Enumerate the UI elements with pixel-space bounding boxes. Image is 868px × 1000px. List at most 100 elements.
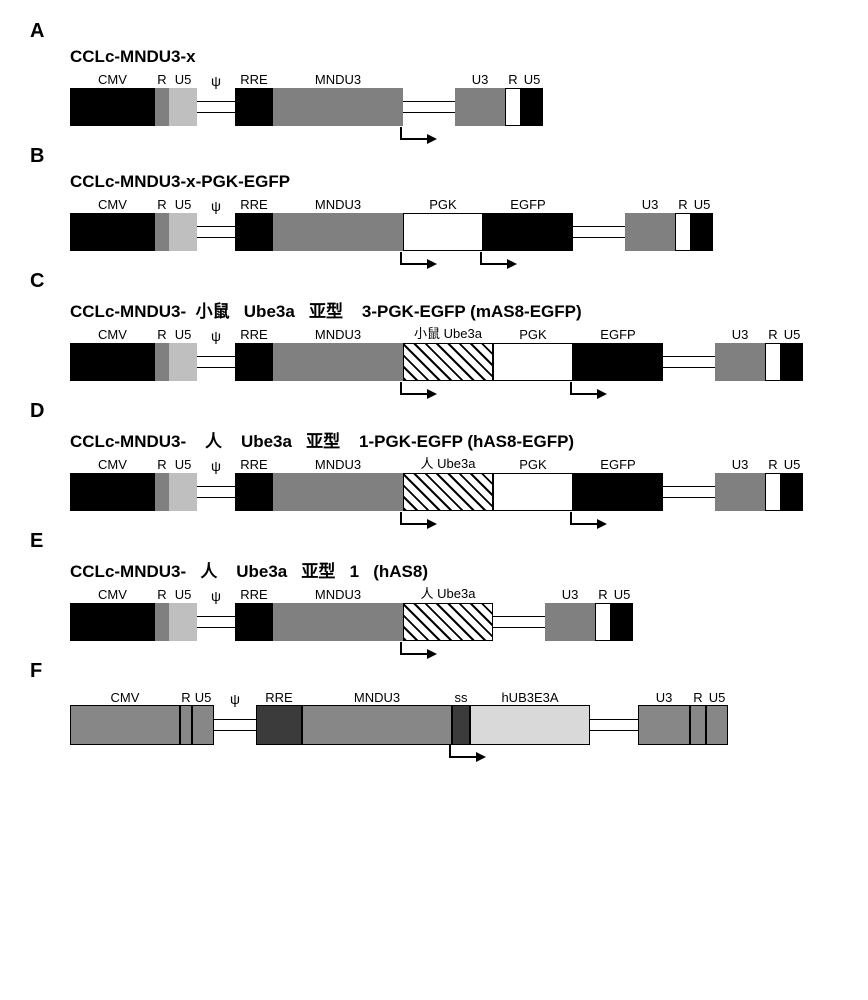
block-label: U5 xyxy=(611,587,633,602)
block-PGK xyxy=(493,343,573,381)
block-人 Ube3a xyxy=(403,473,493,511)
labels-row: CMVRU5RREMNDU3小鼠 Ube3aPGKEGFPU3RU5 xyxy=(70,324,838,342)
block-EGFP xyxy=(573,473,663,511)
block-U3 xyxy=(638,705,690,745)
block-CMV xyxy=(70,343,155,381)
construct-title: CCLc-MNDU3- 人 Ube3a 亚型 1 (hAS8) xyxy=(70,557,838,582)
construct: CMVRU5RREMNDU3人 Ube3aU3RU5ψ xyxy=(70,584,838,642)
panel-B: BCCLc-MNDU3-x-PGK-EGFPCMVRU5RREMNDU3PGKE… xyxy=(30,145,838,252)
block-U3 xyxy=(625,213,675,251)
block-label: PGK xyxy=(493,457,573,472)
block-EGFP xyxy=(573,343,663,381)
construct-title: CCLc-MNDU3-x xyxy=(70,47,838,67)
block-label: MNDU3 xyxy=(302,690,452,705)
block-label: U3 xyxy=(715,457,765,472)
transcription-arrow-icon xyxy=(397,127,437,143)
psi-symbol: ψ xyxy=(197,588,235,604)
labels-row: CMVRU5RREMNDU3U3RU5 xyxy=(70,69,838,87)
panel-C: CCCLc-MNDU3- 小鼠 Ube3a 亚型 3-PGK-EGFP (mAS… xyxy=(30,270,838,382)
block-label: RRE xyxy=(235,72,273,87)
block-EGFP xyxy=(483,213,573,251)
block-U3 xyxy=(545,603,595,641)
transcription-arrow-icon xyxy=(446,745,486,761)
psi-symbol: ψ xyxy=(197,198,235,214)
block-label: R xyxy=(690,690,706,705)
block-label: R xyxy=(765,457,781,472)
construct-title: CCLc-MNDU3- 人 Ube3a 亚型 1-PGK-EGFP (hAS8-… xyxy=(70,427,838,452)
block-label: MNDU3 xyxy=(273,327,403,342)
block-PGK xyxy=(493,473,573,511)
block-label: R xyxy=(595,587,611,602)
block-connector xyxy=(663,486,715,498)
block-RRE xyxy=(256,705,302,745)
transcription-arrow-icon xyxy=(397,642,437,658)
block-connector xyxy=(590,719,638,731)
block-RRE xyxy=(235,88,273,126)
block-connector xyxy=(197,356,235,368)
block-U5 xyxy=(781,473,803,511)
block-R xyxy=(155,603,169,641)
block-label: U3 xyxy=(638,690,690,705)
block-label: U3 xyxy=(455,72,505,87)
block-label: U5 xyxy=(169,197,197,212)
block-label: R xyxy=(675,197,691,212)
construct: CMVRU5RREMNDU3人 Ube3aPGKEGFPU3RU5ψ xyxy=(70,454,838,512)
boxes-row: ψ xyxy=(70,212,838,252)
block-RRE xyxy=(235,603,273,641)
block-connector xyxy=(214,719,256,731)
block-人 Ube3a xyxy=(403,603,493,641)
block-label: U5 xyxy=(706,690,728,705)
block-label: U5 xyxy=(781,457,803,472)
block-U5 xyxy=(169,213,197,251)
transcription-arrow-icon xyxy=(397,512,437,528)
block-label: R xyxy=(155,72,169,87)
block-label: RRE xyxy=(235,197,273,212)
block-label: R xyxy=(155,457,169,472)
block-label: U5 xyxy=(192,690,214,705)
block-label: U5 xyxy=(781,327,803,342)
panel-letter: D xyxy=(30,400,838,423)
block-label: R xyxy=(505,72,521,87)
block-ss xyxy=(452,705,470,745)
block-label: RRE xyxy=(256,690,302,705)
block-R xyxy=(675,213,691,251)
panel-A: ACCLc-MNDU3-xCMVRU5RREMNDU3U3RU5ψ xyxy=(30,20,838,127)
block-label: CMV xyxy=(70,327,155,342)
transcription-arrow-icon xyxy=(397,252,437,268)
block-R xyxy=(155,473,169,511)
block-U5 xyxy=(169,603,197,641)
psi-symbol: ψ xyxy=(197,73,235,89)
block-R xyxy=(595,603,611,641)
block-label: EGFP xyxy=(573,327,663,342)
block-label: CMV xyxy=(70,457,155,472)
block-U3 xyxy=(455,88,505,126)
labels-row: CMVRU5RREMNDU3sshUB3E3AU3RU5 xyxy=(70,687,838,705)
block-connector xyxy=(663,356,715,368)
block-connector xyxy=(403,101,455,113)
block-R xyxy=(180,705,192,745)
block-connector xyxy=(493,616,545,628)
block-U5 xyxy=(169,88,197,126)
block-connector xyxy=(197,616,235,628)
boxes-row: ψ xyxy=(70,705,838,745)
block-U5 xyxy=(169,343,197,381)
panel-letter: B xyxy=(30,145,838,168)
block-label: U5 xyxy=(521,72,543,87)
transcription-arrow-icon xyxy=(477,252,517,268)
block-connector xyxy=(197,486,235,498)
block-label: 小鼠 Ube3a xyxy=(403,323,493,342)
construct: CMVRU5RREMNDU3U3RU5ψ xyxy=(70,69,838,127)
labels-row: CMVRU5RREMNDU3人 Ube3aU3RU5 xyxy=(70,584,838,602)
block-label: U3 xyxy=(625,197,675,212)
block-connector xyxy=(197,226,235,238)
block-label: RRE xyxy=(235,457,273,472)
block-U5 xyxy=(521,88,543,126)
block-label: RRE xyxy=(235,327,273,342)
block-MNDU3 xyxy=(273,343,403,381)
block-connector xyxy=(197,101,235,113)
labels-row: CMVRU5RREMNDU3PGKEGFPU3RU5 xyxy=(70,194,838,212)
construct-title: CCLc-MNDU3- 小鼠 Ube3a 亚型 3-PGK-EGFP (mAS8… xyxy=(70,297,838,322)
construct: CMVRU5RREMNDU3sshUB3E3AU3RU5ψ xyxy=(70,687,838,745)
block-MNDU3 xyxy=(302,705,452,745)
block-label: U5 xyxy=(169,587,197,602)
